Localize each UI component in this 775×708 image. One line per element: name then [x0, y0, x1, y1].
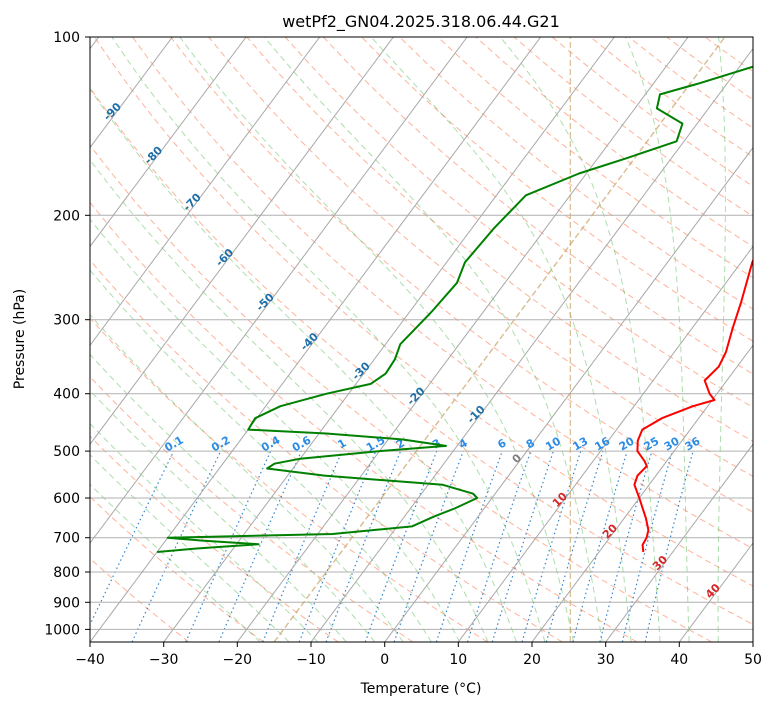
- isotherm-line: [310, 47, 753, 642]
- moist-adiabat: [499, 37, 661, 642]
- isotherm-line: [90, 37, 394, 446]
- x-tick-label: 20: [523, 652, 541, 668]
- dry-adiabat: [90, 259, 563, 642]
- mixing-ratio-line: [466, 450, 532, 642]
- mixing-ratio-line: [572, 450, 628, 642]
- y-tick-label: 300: [53, 313, 80, 329]
- moist-adiabat: [90, 218, 461, 642]
- dry-adiabat: [90, 201, 638, 642]
- moist-adiabats: [90, 37, 726, 642]
- moist-adiabat: [370, 37, 632, 642]
- chart-title: wetPf2_GN04.2025.318.06.44.G21: [282, 12, 560, 32]
- y-tick-label: 800: [53, 565, 80, 581]
- dry-adiabat: [361, 37, 753, 342]
- x-axis: −40 −30 −20 −10 0 10 20 30 40 50: [75, 642, 762, 668]
- x-axis-label: Temperature (°C): [360, 681, 482, 697]
- y-tick-label: 700: [53, 531, 80, 547]
- isotherm-line: [457, 245, 753, 642]
- moist-adiabat: [179, 37, 575, 642]
- x-tick-label: −40: [75, 652, 105, 668]
- x-tick-label: 30: [597, 652, 615, 668]
- moist-adiabat: [90, 389, 347, 642]
- plot-frame: [89, 36, 754, 643]
- x-tick-label: 40: [670, 652, 688, 668]
- x-tick-label: −30: [149, 652, 179, 668]
- dry-adiabat: [399, 37, 753, 310]
- moist-adiabat: [90, 313, 404, 642]
- y-tick-label: 200: [53, 208, 80, 224]
- moist-adiabat: [111, 37, 546, 642]
- y-axis-label: Pressure (hPa): [12, 289, 28, 389]
- isotherm-line: [384, 146, 753, 642]
- y-tick-label: 900: [53, 595, 80, 611]
- moist-adiabat: [90, 422, 319, 642]
- x-tick-label: −10: [296, 652, 326, 668]
- dry-adiabat: [90, 144, 712, 642]
- dry-adiabat: [170, 37, 753, 513]
- mixing-ratio-line: [90, 450, 175, 627]
- y-tick-label: 1000: [44, 622, 80, 638]
- moist-adiabat: [90, 353, 376, 642]
- isotherm-line: [163, 37, 615, 642]
- special-lines: [273, 37, 726, 642]
- isotherm-line: [531, 344, 753, 642]
- y-tick-label: 100: [53, 30, 80, 46]
- moist-adiabat: [717, 37, 726, 642]
- isotherm-line: [236, 37, 689, 642]
- y-tick-label: 500: [53, 444, 80, 460]
- moist-adiabat: [625, 37, 690, 642]
- moist-adiabat: [90, 483, 261, 642]
- mixing-ratio-line: [545, 450, 604, 642]
- mixing-ratio-line: [298, 450, 377, 642]
- x-tick-label: 0: [380, 652, 389, 668]
- moist-adiabat: [90, 159, 489, 642]
- mixing-ratio-line: [521, 450, 582, 642]
- dry-adiabat: [90, 376, 414, 642]
- isotherm-line: [90, 37, 321, 347]
- y-axis: 1000 900 800 700 600 500 400 300 200 100: [44, 30, 90, 638]
- moist-adiabat: [90, 88, 517, 642]
- moist-adiabat: [90, 269, 432, 642]
- y-tick-label: 400: [53, 387, 80, 403]
- isotherm-line: [90, 37, 468, 544]
- isotherm-line: [90, 37, 173, 149]
- isotherm-line: [605, 443, 753, 642]
- mixing-ratio-line: [435, 450, 503, 642]
- profile-series: [157, 65, 753, 553]
- y-tick-label: 600: [53, 491, 80, 507]
- x-tick-label: 50: [744, 652, 762, 668]
- isotherm-line: [90, 37, 542, 642]
- dewpoint-line: [157, 65, 753, 553]
- x-tick-label: −20: [223, 652, 253, 668]
- x-tick-label: 10: [449, 652, 467, 668]
- dry-adiabat: [90, 86, 753, 626]
- moist-adiabat: [90, 454, 290, 642]
- isotherm-lines: [90, 37, 753, 642]
- temperature-line: [633, 258, 753, 553]
- isotherm-line: [90, 37, 247, 248]
- moist-adiabat: [264, 37, 603, 642]
- dry-adiabat: [93, 37, 753, 587]
- mixing-ratio-line: [325, 450, 402, 642]
